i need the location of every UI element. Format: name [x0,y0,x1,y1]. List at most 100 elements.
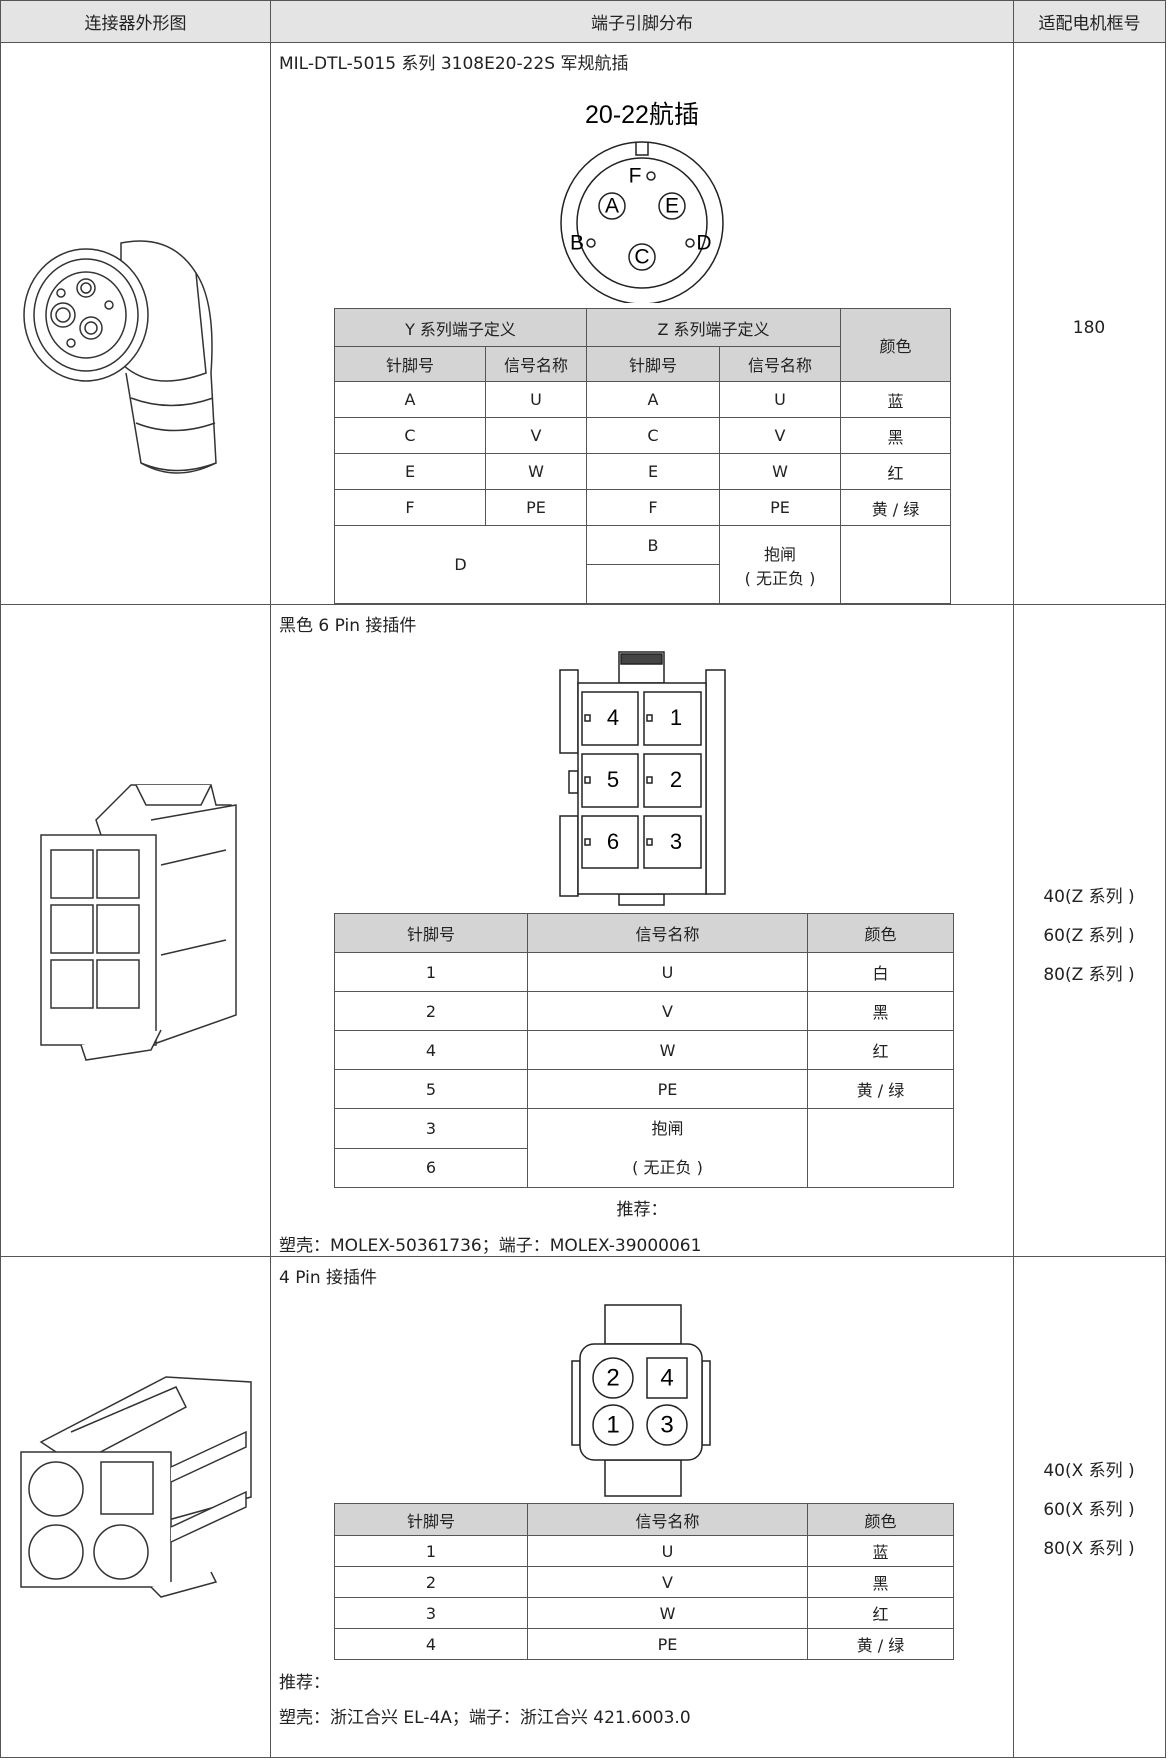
note: 塑壳：浙江合兴 EL-4A；端子：浙江合兴 421.6003.0 [279,1708,691,1728]
table-cell: 1 [334,952,528,992]
table-cell: 3 [334,1597,528,1629]
table-cell: 红 [807,1030,954,1070]
table-cell: 黄 / 绿 [807,1069,954,1109]
table-cell: 5 [334,1069,528,1109]
table-cell: 黑 [807,1566,954,1598]
frame-label: 80(Z 系列 ) [1043,965,1135,985]
frame-cell: 40(X 系列 ) 60(X 系列 ) 80(X 系列 ) [1014,1257,1166,1758]
table-cell: 黑 [840,417,951,454]
table-cell: W [527,1597,808,1629]
frame-cell: 180 [1014,43,1166,605]
pin-label: 2 [606,1364,619,1391]
table-cell: C [334,417,486,454]
table-cell: 黄 / 绿 [840,489,951,526]
table-cell: D [334,525,587,604]
header-text: 连接器外形图 [84,14,187,34]
pin-table: Y 系列端子定义 Z 系列端子定义 颜色 针脚号 信号名称 针脚号 信号名称 A U A U 蓝 C V C… [334,308,951,604]
table-row: F PE F PE 黄 / 绿 [334,489,951,526]
note: 塑壳：MOLEX-50361736；端子：MOLEX-39000061 [279,1236,702,1256]
column-header: 信号名称 [527,1503,808,1536]
table-cell [807,1108,954,1188]
table-cell: C [586,417,720,454]
pin-table: 针脚号 信号名称 颜色 1 U 白 2 V 黑 4 W 红 5 PE 黄 / 绿 3 抱闸( 无正负 ) 6 [334,913,954,1188]
group-header: Y 系列端子定义 [334,308,587,347]
table-cell: 1 [334,1535,528,1567]
frame-cell: 40(Z 系列 ) 60(Z 系列 ) 80(Z 系列 ) [1014,605,1166,1257]
column-header: 针脚号 [334,1503,528,1536]
table-row: 针脚号 信号名称 颜色 [334,1503,954,1536]
cell-line: 抱闸 [651,1119,684,1138]
pin-diagram: 2 4 1 3 [571,1304,711,1497]
pin-label: 3 [670,829,682,854]
table-row: 5 PE 黄 / 绿 [334,1069,954,1109]
pin-label: C [634,246,649,269]
table-cell: 红 [807,1597,954,1629]
table-cell [586,564,720,604]
frame-label: 60(X 系列 ) [1043,1500,1135,1520]
table-cell: 黄 / 绿 [807,1628,954,1660]
table-cell: B [586,525,720,565]
diagram-title: 20-22航插 [585,101,699,129]
table-cell [840,525,951,604]
table-row: 针脚号 信号名称 颜色 [334,913,954,953]
header-text: 适配电机框号 [1038,14,1141,34]
cell-line: 抱闸 [763,544,796,564]
header-cell: 适配电机框号 [1014,0,1166,43]
column-header: 针脚号 [334,346,486,382]
column-header: 信号名称 [485,346,587,382]
note: 推荐： [279,1673,330,1693]
header-cell: 端子引脚分布 [271,0,1014,43]
table-cell: V [485,417,587,454]
table-cell: 红 [840,453,951,490]
pin-label: 2 [670,767,682,792]
frame-label: 60(Z 系列 ) [1043,926,1135,946]
table-cell: 2 [334,1566,528,1598]
table-cell: 2 [334,991,528,1031]
table-cell: W [485,453,587,490]
pinout-cell: MIL-DTL-5015 系列 3108E20-22S 军规航插 20-22航插… [271,43,1014,605]
pin-label: 4 [607,705,619,730]
table-cell: W [719,453,841,490]
table-cell: PE [527,1069,808,1109]
frame-label: 40(Z 系列 ) [1043,887,1135,907]
column-header: 颜色 [807,1503,954,1536]
header-text: 端子引脚分布 [591,14,693,34]
table-cell: W [527,1030,808,1070]
pin-diagram: 4 1 5 2 6 3 [559,651,726,906]
image-cell [0,43,271,605]
table-cell: E [334,453,486,490]
table-cell: V [527,991,808,1031]
pin-label: 4 [660,1364,673,1391]
table-cell: 蓝 [840,381,951,418]
connector-drawing [40,784,237,1061]
table-row: 4 PE 黄 / 绿 [334,1628,954,1660]
table-cell: U [527,1535,808,1567]
table-cell: 抱闸 ( 无正负 ) [527,1108,808,1188]
table-cell: PE [719,489,841,526]
table-cell: PE [527,1628,808,1660]
table-row: D B 抱闸 ( 无正负 ) [334,525,951,604]
table-cell: U [485,381,587,418]
table-cell: E [586,453,720,490]
pin-label: 1 [606,1411,619,1438]
frame-label: 180 [1072,318,1106,338]
pin-label: F [629,165,642,188]
pin-label: 6 [607,829,619,854]
table-cell: 3 [334,1108,528,1149]
pinout-cell: 黑色 6 Pin 接插件 4 1 5 2 6 3 推荐： 塑壳：MOLEX-50… [271,605,1014,1257]
table-row: Y 系列端子定义 Z 系列端子定义 颜色 [334,308,951,382]
table-cell: U [527,952,808,992]
connector-drawing [23,240,217,474]
table-cell: U [719,381,841,418]
table-cell: A [334,381,486,418]
column-header: 信号名称 [527,913,808,953]
table-cell: 白 [807,952,954,992]
pin-table: 针脚号 信号名称 颜色 1 U 蓝 2 V 黑 3 W 红 4 PE 黄 / 绿 [334,1503,954,1660]
